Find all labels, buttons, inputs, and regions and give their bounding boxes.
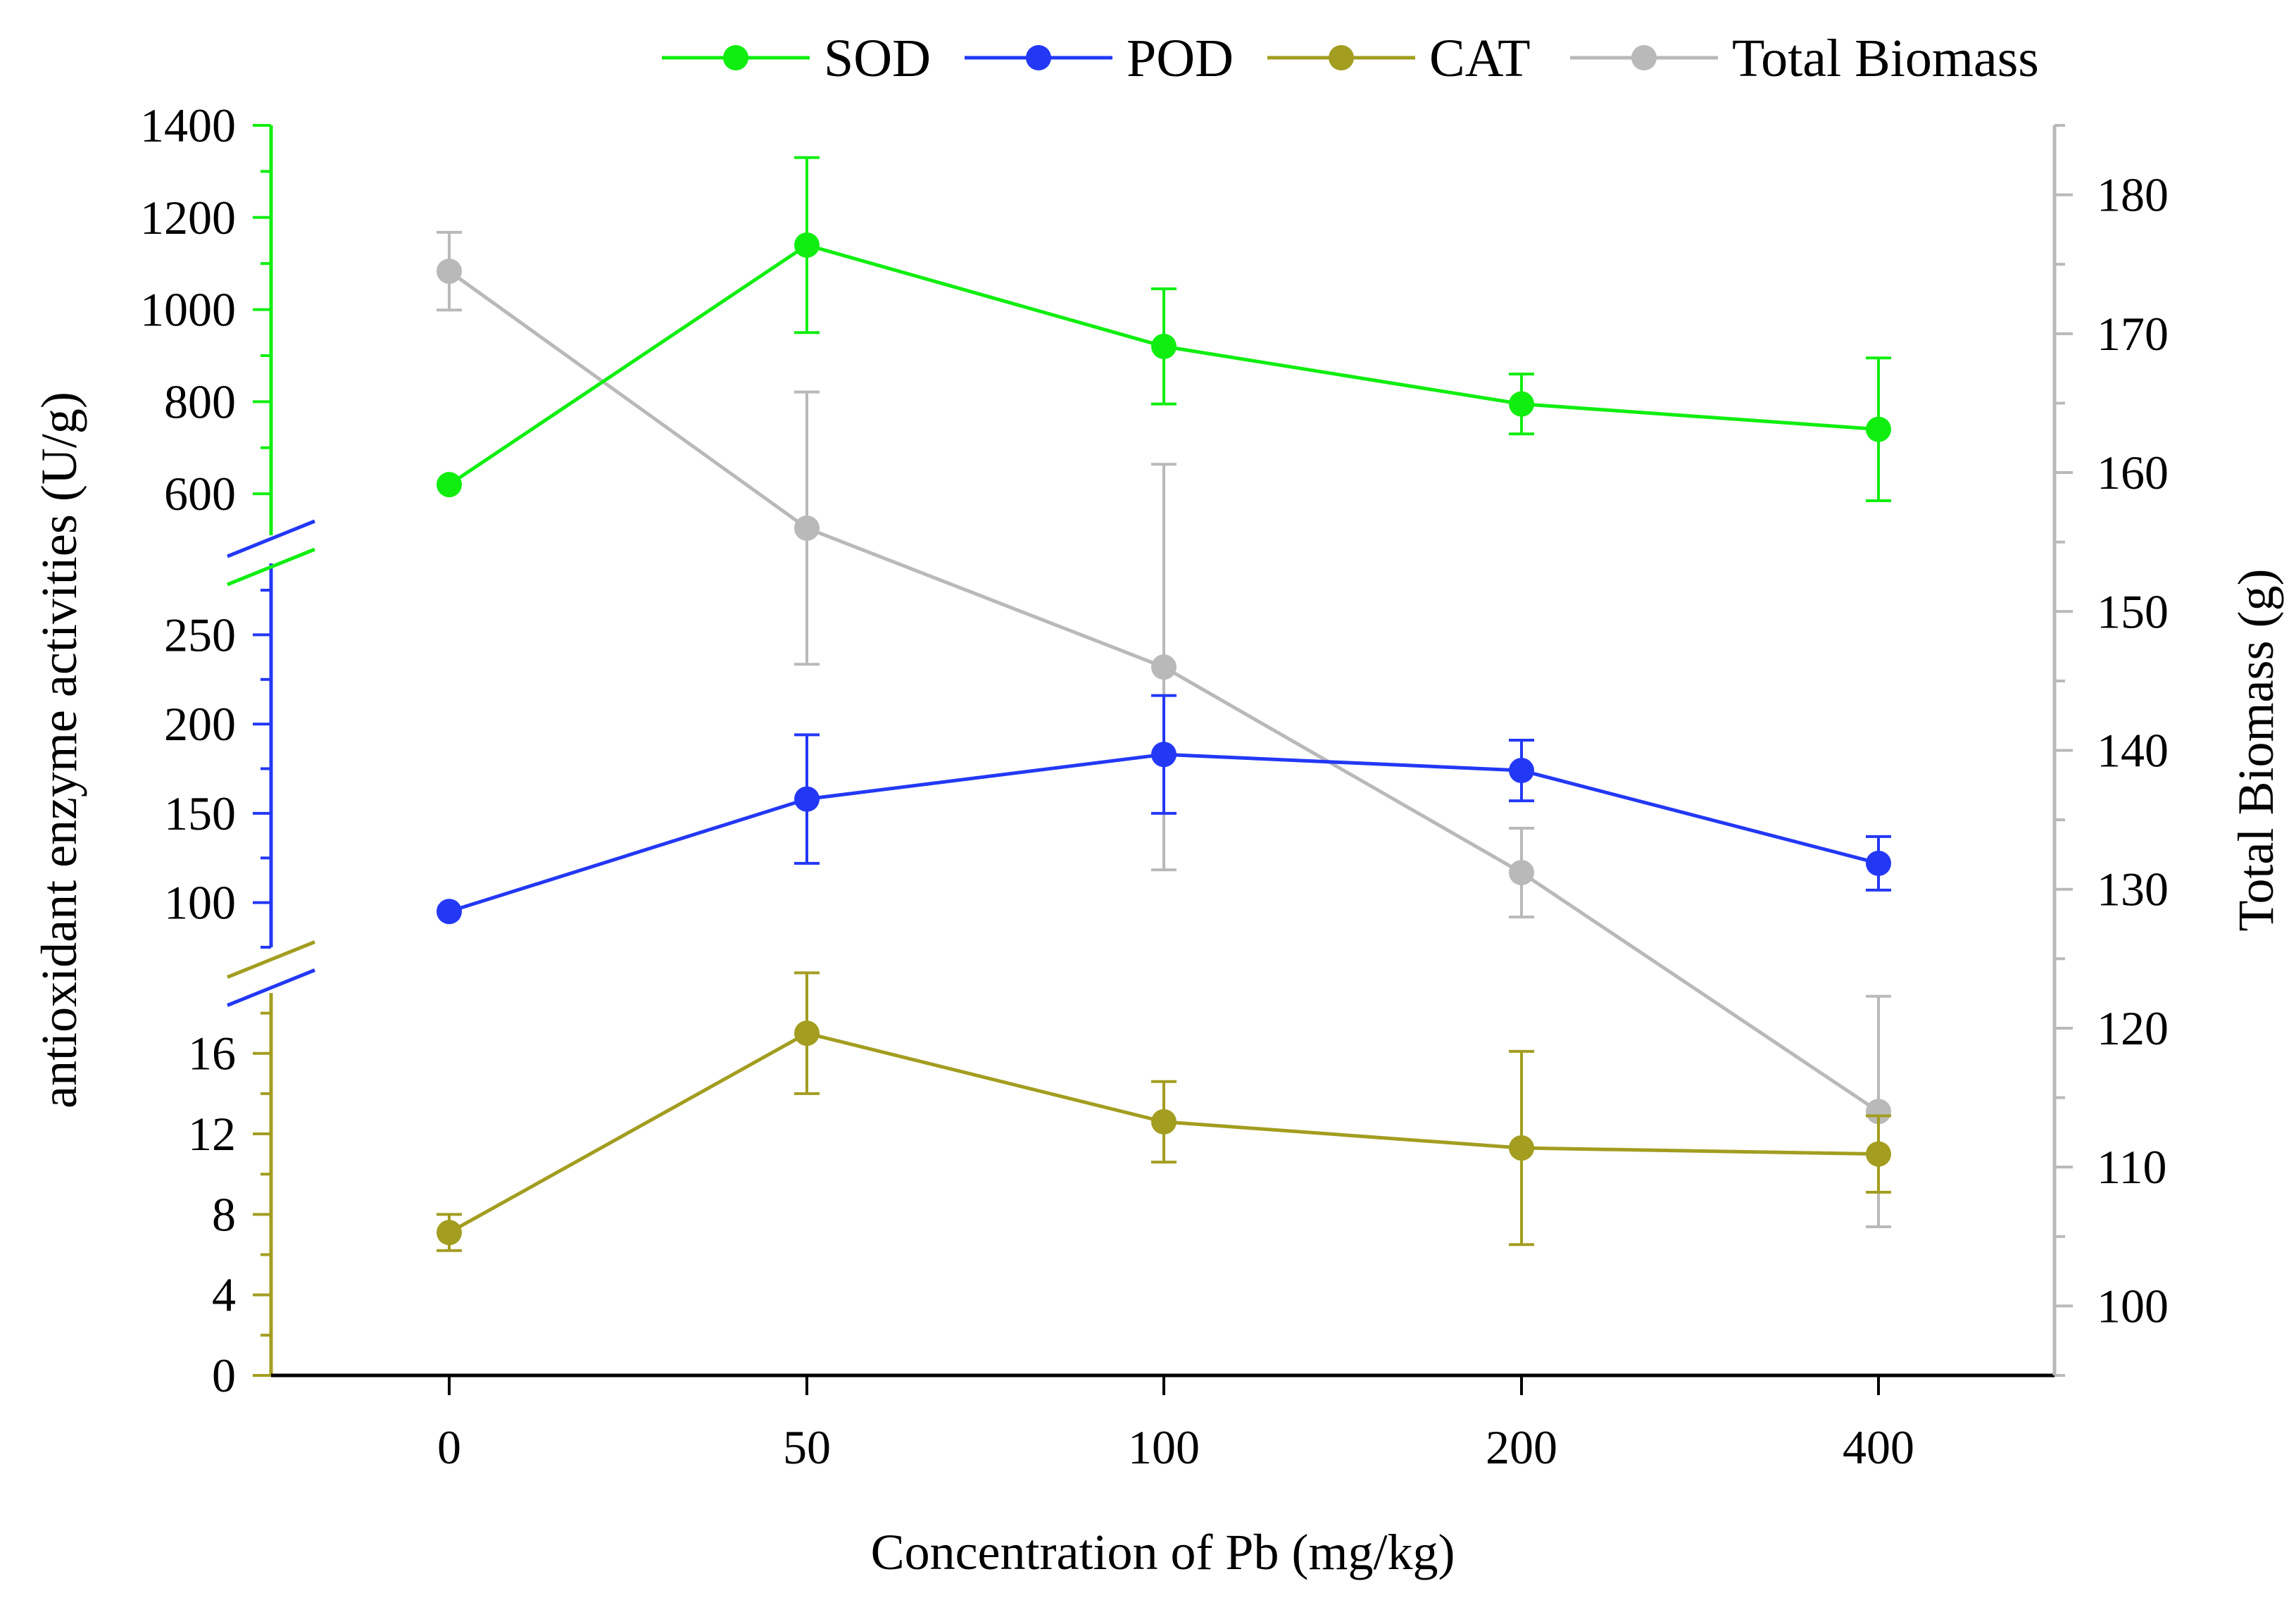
legend-marker-sod	[723, 45, 748, 70]
right-y-axis-title: Total Biomass (g)	[2228, 569, 2284, 932]
legend-label-total-biomass: Total Biomass	[1732, 29, 2039, 88]
series-sod	[437, 156, 1891, 502]
data-point-pod	[794, 786, 820, 812]
data-point-total-biomass	[1866, 1099, 1891, 1125]
left-tick-label: 1400	[140, 99, 236, 152]
axis-break-mark	[227, 968, 315, 1007]
data-point-sod	[1151, 333, 1177, 359]
left-y-axis: 0 4 8 12 16 100 150 200 250 600 800 1000 1200 1400	[140, 99, 315, 1402]
legend-label-sod: SOD	[824, 29, 931, 88]
x-axis: 0 50 100 200 400 Concentration of Pb (mg/kg)	[271, 1373, 2055, 1580]
data-point-sod	[437, 472, 462, 498]
data-point-pod	[1866, 850, 1891, 876]
data-point-cat	[1151, 1108, 1177, 1135]
left-tick-label: 0	[212, 1349, 236, 1402]
legend-marker-total-biomass	[1631, 45, 1657, 70]
left-y-axis-title: antioxidant enzyme activities (U/g)	[31, 392, 87, 1108]
data-point-sod	[1509, 391, 1534, 417]
data-point-cat	[437, 1220, 462, 1246]
data-point-total-biomass	[437, 258, 462, 285]
right-tick-label: 160	[2097, 446, 2169, 499]
series-cat	[437, 971, 1891, 1252]
left-tick-label: 200	[164, 697, 236, 751]
x-tick-label: 0	[437, 1420, 461, 1474]
data-point-cat	[1509, 1135, 1534, 1161]
data-point-pod	[1151, 742, 1177, 768]
right-tick-label: 150	[2097, 585, 2169, 638]
left-tick-label: 800	[164, 375, 236, 428]
legend: SOD POD CAT Total Biomass	[662, 29, 2039, 88]
left-tick-label: 1000	[140, 283, 236, 337]
right-tick-label: 100	[2097, 1279, 2169, 1332]
left-tick-label: 1200	[140, 191, 236, 244]
right-tick-label: 140	[2097, 724, 2169, 777]
left-tick-label: 250	[164, 608, 236, 661]
left-tick-label: 100	[164, 876, 236, 930]
data-point-pod	[1509, 758, 1534, 784]
legend-marker-pod	[1026, 45, 1051, 70]
left-tick-label: 150	[164, 787, 236, 840]
data-point-sod	[1866, 416, 1891, 442]
legend-marker-cat	[1329, 45, 1354, 70]
series-pod	[437, 694, 1891, 925]
legend-label-pod: POD	[1127, 29, 1234, 88]
legend-label-cat: CAT	[1429, 29, 1531, 88]
left-tick-label: 16	[188, 1027, 236, 1080]
left-tick-label: 600	[164, 467, 236, 520]
axis-break-mark	[227, 547, 315, 587]
x-tick-label: 400	[1843, 1420, 1914, 1474]
right-tick-label: 180	[2097, 168, 2169, 222]
x-axis-title: Concentration of Pb (mg/kg)	[871, 1524, 1455, 1580]
data-point-total-biomass	[1151, 654, 1177, 680]
right-tick-label: 120	[2097, 1001, 2169, 1055]
data-point-total-biomass	[794, 515, 820, 541]
x-tick-label: 200	[1486, 1420, 1557, 1474]
data-point-pod	[437, 899, 462, 925]
data-point-cat	[794, 1020, 820, 1047]
right-tick-label: 170	[2097, 307, 2169, 361]
data-point-total-biomass	[1509, 860, 1534, 886]
axis-break-mark	[227, 940, 315, 979]
right-tick-label: 130	[2097, 863, 2169, 916]
left-tick-label: 4	[212, 1268, 236, 1322]
x-tick-label: 100	[1128, 1420, 1200, 1474]
right-tick-label: 110	[2097, 1140, 2166, 1194]
data-point-sod	[794, 232, 820, 258]
x-tick-label: 50	[783, 1420, 831, 1474]
right-y-axis: 100 110 120 130 140 150 160 170 180	[2052, 124, 2169, 1377]
axis-break-mark	[227, 519, 315, 558]
data-point-cat	[1866, 1141, 1891, 1167]
left-tick-label: 8	[212, 1187, 236, 1241]
left-tick-label: 12	[188, 1107, 236, 1161]
